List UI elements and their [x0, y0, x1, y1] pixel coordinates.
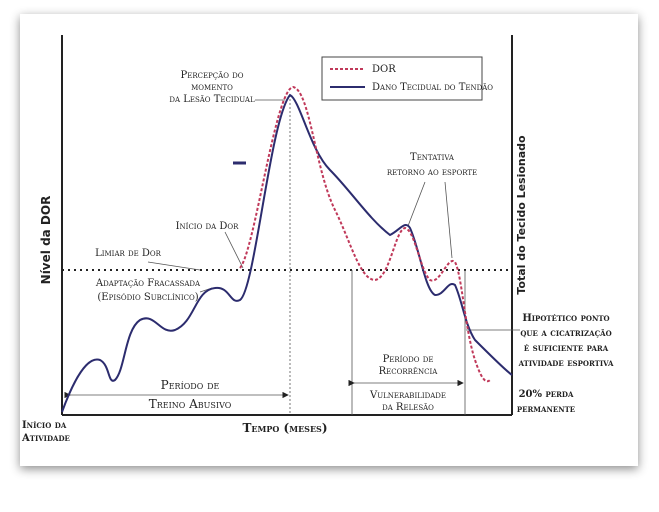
axes — [61, 35, 513, 416]
annotation: Treino Abusivo — [149, 397, 232, 411]
annotation: Início da Dor — [176, 221, 239, 232]
annotation: Início da — [22, 420, 67, 431]
annotation: Adaptação Fracassada — [95, 278, 201, 289]
annotation: Tentativa — [410, 152, 455, 163]
annotation: permanente — [517, 404, 575, 415]
annotation: é suficiente para — [524, 343, 609, 354]
annotation: retorno ao esporte — [387, 167, 477, 178]
annotation: (Episódio Subclínico) — [97, 292, 198, 303]
y-axis-label: Nível da DOR — [39, 196, 53, 285]
annotation: da Relesão — [382, 402, 434, 413]
annotation: Vulnerabilidade — [369, 390, 446, 401]
x-axis-label: Tempo (meses) — [242, 421, 327, 435]
annotation: da Lesão Tecidual — [169, 94, 255, 105]
legend — [321, 56, 483, 101]
annotation: 20% perda — [519, 389, 574, 400]
annotation: Percepção do — [181, 70, 244, 81]
annotation: Atividade — [21, 433, 70, 444]
annotation: Recorrência — [379, 366, 439, 377]
legend-label: Dano Tecidual do Tendão — [372, 82, 493, 93]
annotation: atividade esportiva — [518, 358, 614, 369]
pain-curve — [239, 85, 491, 383]
guides — [64, 95, 520, 415]
annotation: Hipotético ponto — [522, 313, 609, 324]
annotation: momento — [191, 82, 233, 93]
tissue-damage-curve — [61, 93, 513, 413]
annotation: Limiar de Dor — [95, 248, 162, 259]
labels: Início da Atividade Limiar de Dor Adaptação… — [21, 70, 614, 444]
annotation: que a cicatrização — [520, 328, 611, 339]
legend-label: DOR — [372, 64, 396, 75]
y2-axis-label: Total do Tecido Lesionado — [515, 135, 528, 295]
annotation: Período de — [383, 354, 434, 365]
annotation: Período de — [161, 378, 220, 392]
